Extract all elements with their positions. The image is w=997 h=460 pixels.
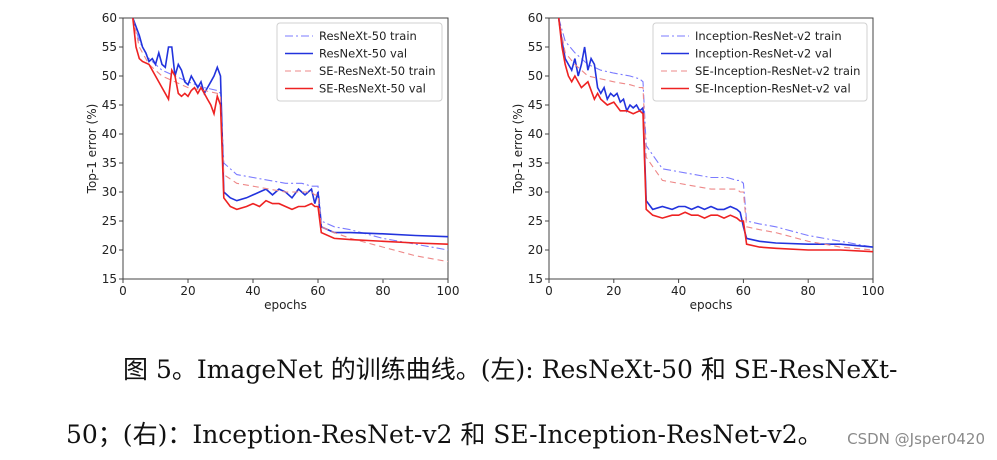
series-line-inception-resnet-v2-train (558, 18, 873, 248)
y-tick-label: 45 (528, 98, 543, 112)
series-line-se-resnext-50-train (132, 18, 448, 263)
y-tick-label: 20 (528, 243, 543, 257)
x-tick-label: 60 (736, 284, 751, 298)
y-tick-label: 35 (528, 156, 543, 170)
y-tick-label: 35 (102, 156, 117, 170)
legend-label-se-resnext-50-val: SE-ResNeXt-50 val (319, 82, 426, 96)
y-tick-label: 25 (528, 214, 543, 228)
y-tick-label: 40 (102, 127, 117, 141)
y-axis-label: Top-1 error (%) (85, 104, 99, 195)
series-line-se-inception-resnet-v2-val (557, 18, 873, 253)
x-tick-label: 40 (245, 284, 260, 298)
y-tick-label: 45 (102, 98, 117, 112)
y-axis-label: Top-1 error (%) (511, 104, 525, 195)
x-tick-label: 80 (375, 284, 390, 298)
x-tick-label: 100 (862, 284, 885, 298)
x-tick-label: 80 (801, 284, 816, 298)
figure-caption-line-2: 50；(右)：Inception-ResNet-v2 和 SE-Inceptio… (66, 420, 823, 449)
y-tick-label: 60 (528, 11, 543, 25)
chart-left: 0 20 40 60 80 10015202530354045505560epochsTo… (85, 11, 460, 312)
y-tick-label: 50 (102, 69, 117, 83)
series-line-resnext-50-train (132, 18, 448, 251)
x-tick-label: 20 (180, 284, 195, 298)
y-tick-label: 25 (102, 214, 117, 228)
y-tick-label: 30 (528, 185, 543, 199)
x-tick-label: 20 (606, 284, 621, 298)
legend-label-inception-resnet-v2-val: Inception-ResNet-v2 val (695, 47, 832, 61)
y-tick-label: 15 (102, 272, 117, 286)
series-line-se-resnext-50-val (132, 18, 448, 245)
y-tick-label: 30 (102, 185, 117, 199)
legend-box (276, 22, 443, 102)
x-tick-label: 100 (437, 284, 460, 298)
series-line-inception-resnet-v2-val (557, 18, 873, 248)
legend-box (652, 22, 868, 102)
figure-caption-line-1: 图 5。ImageNet 的训练曲线。(左): ResNeXt-50 和 SE-… (123, 355, 898, 384)
x-tick-label: 0 (545, 284, 553, 298)
x-tick-label: 60 (310, 284, 325, 298)
chart-right: 0 20 40 60 80 10015202530354045505560epochsTo… (511, 11, 885, 312)
legend-label-se-resnext-50-train: SE-ResNeXt-50 train (319, 64, 436, 78)
legend-label-inception-resnet-v2-train: Inception-ResNet-v2 train (695, 29, 842, 43)
y-tick-label: 60 (102, 11, 117, 25)
legend-label-se-inception-resnet-v2-train: SE-Inception-ResNet-v2 train (695, 64, 860, 78)
legend-label-resnext-50-val: ResNeXt-50 val (319, 47, 407, 61)
y-tick-label: 55 (528, 40, 543, 54)
legend-label-resnext-50-train: ResNeXt-50 train (319, 29, 417, 43)
x-tick-label: 0 (119, 284, 127, 298)
x-axis-label: epochs (264, 298, 307, 312)
legend-label-se-inception-resnet-v2-val: SE-Inception-ResNet-v2 val (695, 82, 851, 96)
series-line-resnext-50-val (132, 18, 448, 238)
y-tick-label: 50 (528, 69, 543, 83)
y-tick-label: 40 (528, 127, 543, 141)
y-tick-label: 15 (528, 272, 543, 286)
y-tick-label: 20 (102, 243, 117, 257)
y-tick-label: 55 (102, 40, 117, 54)
x-tick-label: 40 (671, 284, 686, 298)
x-axis-label: epochs (690, 298, 733, 312)
watermark: CSDN @Jsper0420 (847, 430, 985, 448)
